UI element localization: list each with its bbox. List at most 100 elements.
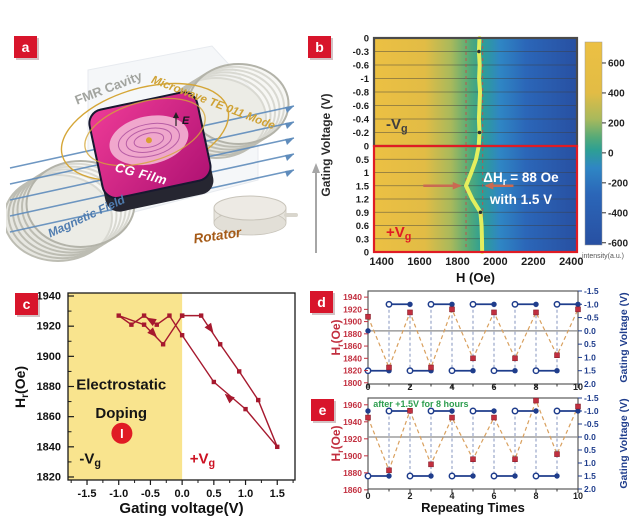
svg-text:2: 2 [407,382,412,392]
svg-text:-0.5: -0.5 [141,488,160,500]
svg-text:1800: 1800 [343,378,362,388]
svg-text:I: I [120,427,123,441]
svg-text:0.5: 0.5 [584,339,596,349]
svg-text:0.0: 0.0 [584,432,596,442]
svg-text:-Vg: -Vg [386,116,408,135]
svg-text:1.5: 1.5 [270,488,285,500]
panel-d-chart: 1940 1920 1900 1880 1860 1840 1820 1800 -1.5 -1.0… [329,286,630,392]
svg-text:1: 1 [364,168,370,179]
svg-text:1840: 1840 [343,353,362,363]
svg-text:1860: 1860 [343,341,362,351]
svg-text:1920: 1920 [37,321,61,333]
svg-text:-0.6: -0.6 [353,61,369,72]
svg-text:Hr(Oe): Hr(Oe) [12,366,31,408]
svg-text:0: 0 [364,142,369,153]
svg-text:0.5: 0.5 [584,445,596,455]
svg-text:Repeating Times: Repeating Times [421,500,525,515]
svg-text:-Vg: -Vg [79,450,101,469]
svg-text:-1.5: -1.5 [584,286,599,296]
svg-text:1920: 1920 [343,304,362,314]
svg-text:-0.5: -0.5 [584,313,599,323]
svg-text:Gating voltage(V): Gating voltage(V) [119,500,243,517]
svg-text:after +1.5V for 8 hours: after +1.5V for 8 hours [373,399,468,409]
svg-text:+Vg: +Vg [386,224,411,243]
svg-text:0.5: 0.5 [206,488,221,500]
panel-a-illustration: FMR Cavity Microwave TE 011 Mode Magneti… [6,45,298,262]
svg-text:Gating Voltage (V): Gating Voltage (V) [319,93,333,196]
svg-text:-200: -200 [608,178,628,189]
svg-text:-0.6: -0.6 [353,101,369,112]
svg-text:0: 0 [365,382,370,392]
svg-text:8: 8 [533,382,538,392]
microwave-loop-inner [84,97,206,167]
svg-text:2000: 2000 [483,256,507,268]
svg-text:0: 0 [364,248,369,259]
svg-text:-1.0: -1.0 [584,406,599,416]
svg-text:1880: 1880 [343,329,362,339]
field-arrowheads [285,106,294,177]
svg-text:1820: 1820 [37,471,61,483]
svg-text:ΔHr = 88 Oe: ΔHr = 88 Oe [483,170,559,188]
svg-text:-1.0: -1.0 [584,299,599,309]
svg-text:0.6: 0.6 [356,221,369,232]
svg-text:0: 0 [364,34,369,45]
svg-text:2400: 2400 [559,256,583,268]
svg-text:Hr(Oe): Hr(Oe) [329,319,345,355]
svg-text:+Vg: +Vg [190,450,215,469]
svg-text:1800: 1800 [445,256,469,268]
rotator-shape [213,195,298,236]
svg-text:0.0: 0.0 [174,488,189,500]
svg-text:1.5: 1.5 [584,366,596,376]
svg-text:-0.2: -0.2 [353,128,369,139]
panel-label-c: c [15,293,38,315]
svg-text:-1.0: -1.0 [109,488,128,500]
svg-text:8: 8 [533,491,538,501]
svg-text:0.9: 0.9 [356,208,369,219]
svg-text:0.0: 0.0 [584,326,596,336]
svg-text:-0.5: -0.5 [584,419,599,429]
svg-text:10: 10 [573,382,583,392]
svg-text:1820: 1820 [343,366,362,376]
svg-text:Doping: Doping [95,405,147,422]
panel-label-d: d [310,291,333,313]
panel-c-chart: 1820 1840 1860 1880 1900 1920 1940 -1.5 -1.0 -0.5… [12,291,296,517]
panel-label-a: a [14,36,37,58]
svg-text:-1.5: -1.5 [78,488,97,500]
svg-text:10: 10 [573,491,583,501]
svg-text:1.2: 1.2 [356,195,369,206]
svg-text:1940: 1940 [37,291,61,303]
svg-text:-0.3: -0.3 [353,47,369,58]
cg-film [88,91,214,212]
svg-text:-1.5: -1.5 [584,395,599,403]
left-magnet-coil [6,160,136,262]
svg-text:-1: -1 [361,74,370,85]
svg-text:1.5: 1.5 [356,181,370,192]
svg-text:200: 200 [608,118,625,129]
rotator-label: Rotator [193,225,243,247]
svg-text:1940: 1940 [343,292,362,302]
svg-text:0.3: 0.3 [356,234,369,245]
svg-text:intensity(a.u.): intensity(a.u.) [582,253,624,260]
svg-text:400: 400 [608,88,625,99]
svg-text:1940: 1940 [343,417,362,427]
svg-text:0: 0 [608,148,614,159]
svg-text:6: 6 [491,491,496,501]
svg-text:1900: 1900 [343,317,362,327]
svg-text:600: 600 [608,58,625,69]
svg-text:1960: 1960 [343,400,362,410]
panel-label-b: b [308,36,331,58]
e-field-arrowhead [173,112,179,118]
svg-text:1920: 1920 [343,434,362,444]
svg-text:Electrostatic: Electrostatic [76,377,166,394]
svg-text:1.0: 1.0 [584,458,596,468]
svg-text:1880: 1880 [37,381,61,393]
svg-text:2200: 2200 [521,256,545,268]
svg-text:1900: 1900 [343,451,362,461]
svg-text:-400: -400 [608,208,628,219]
svg-text:1.0: 1.0 [238,488,253,500]
svg-text:Gating Voltage (V): Gating Voltage (V) [618,398,630,488]
svg-text:2.0: 2.0 [584,379,596,389]
svg-text:0.5: 0.5 [356,155,370,166]
